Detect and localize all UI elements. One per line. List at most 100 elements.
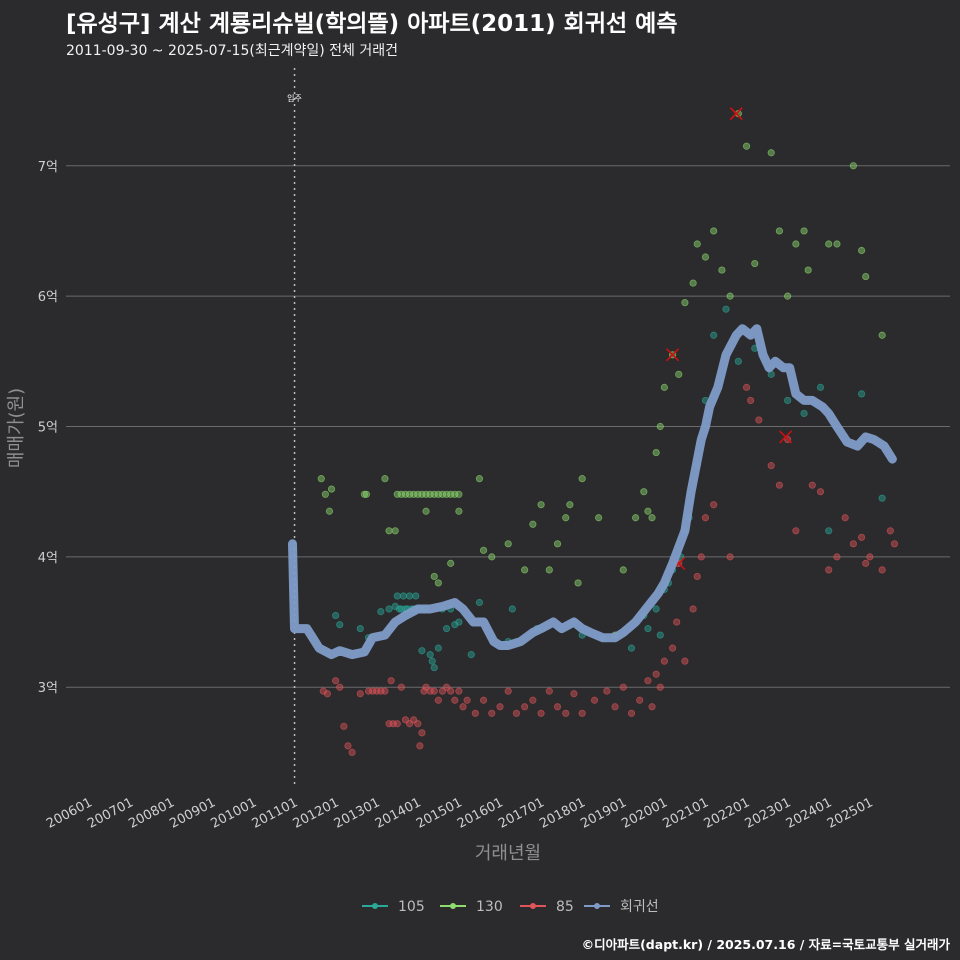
point-130 xyxy=(362,490,371,498)
point-130 xyxy=(701,253,710,261)
point-85 xyxy=(336,683,344,691)
legend-swatch-dot xyxy=(530,903,536,909)
point-130 xyxy=(475,475,484,483)
point-85 xyxy=(673,618,681,626)
point-130 xyxy=(578,475,586,483)
point-85 xyxy=(644,677,652,685)
point-85 xyxy=(825,566,833,574)
point-85 xyxy=(726,553,734,561)
x-tick-label: 202001 xyxy=(619,795,670,832)
point-85 xyxy=(447,687,455,695)
point-130 xyxy=(327,485,336,493)
point-85 xyxy=(668,644,677,652)
x-tick-label: 202101 xyxy=(660,795,711,832)
point-105 xyxy=(656,631,664,639)
point-105 xyxy=(393,592,401,600)
point-105 xyxy=(800,409,808,418)
point-85 xyxy=(890,540,899,548)
point-105 xyxy=(356,624,364,633)
point-85 xyxy=(681,657,689,665)
legend-swatch-dot xyxy=(372,903,378,909)
point-105 xyxy=(418,647,426,655)
point-85 xyxy=(387,677,395,685)
point-130 xyxy=(321,490,329,498)
point-85 xyxy=(866,553,874,561)
point-130 xyxy=(652,448,660,457)
y-tick-label: 4억 xyxy=(38,551,58,566)
point-85 xyxy=(775,481,784,489)
point-105 xyxy=(391,602,399,611)
cancelled-marker xyxy=(779,430,793,444)
chart-title: [유성구] 계산 계룡리슈빌(학의뜰) 아파트(2011) 회귀선 예측 xyxy=(66,11,678,37)
point-105 xyxy=(508,605,516,613)
point-130 xyxy=(422,507,430,515)
point-85 xyxy=(553,703,562,711)
point-105 xyxy=(336,621,344,629)
point-130 xyxy=(648,514,656,522)
chart-subtitle: 2011-09-30 ~ 2025-07-15(최근계약일) 전체 거래건 xyxy=(66,43,398,59)
point-85 xyxy=(344,742,352,750)
point-130 xyxy=(857,246,866,255)
point-85 xyxy=(504,687,512,695)
point-85 xyxy=(496,703,504,711)
point-105 xyxy=(784,396,792,405)
x-tick-label: 200601 xyxy=(44,795,95,832)
x-tick-label: 202201 xyxy=(702,795,753,832)
point-85 xyxy=(886,527,894,535)
move-in-label: 입주 xyxy=(287,94,302,103)
point-130 xyxy=(825,240,833,248)
point-130 xyxy=(595,514,603,522)
point-130 xyxy=(878,331,886,339)
y-tick-label: 5억 xyxy=(38,421,58,436)
point-130 xyxy=(385,527,393,535)
x-tick-label: 201001 xyxy=(208,795,259,832)
point-130 xyxy=(317,475,325,483)
point-85 xyxy=(636,696,644,704)
point-105 xyxy=(428,657,436,665)
point-85 xyxy=(463,696,471,704)
point-105 xyxy=(430,664,438,672)
point-130 xyxy=(693,240,701,248)
point-85 xyxy=(619,683,627,691)
point-105 xyxy=(878,494,886,502)
point-85 xyxy=(319,687,327,695)
point-130 xyxy=(455,507,463,515)
point-85 xyxy=(414,720,422,728)
point-105 xyxy=(857,390,866,398)
point-130 xyxy=(800,227,808,235)
point-85 xyxy=(356,690,364,698)
point-85 xyxy=(767,462,775,470)
point-105 xyxy=(412,592,420,600)
point-130 xyxy=(675,370,683,378)
x-tick-label: 201801 xyxy=(537,795,588,832)
point-85 xyxy=(570,690,578,698)
x-tick-label: 202401 xyxy=(784,795,835,832)
point-85 xyxy=(340,722,348,730)
point-130 xyxy=(545,566,553,574)
point-85 xyxy=(521,703,529,711)
point-130 xyxy=(619,566,627,574)
x-tick-label: 201201 xyxy=(291,795,342,832)
point-130 xyxy=(718,266,726,274)
point-85 xyxy=(656,683,664,691)
legend-swatch-dot xyxy=(594,903,600,909)
point-85 xyxy=(689,605,697,613)
point-85 xyxy=(434,696,442,704)
point-85 xyxy=(488,709,496,717)
point-130 xyxy=(562,514,570,522)
point-130 xyxy=(325,507,334,515)
point-85 xyxy=(348,748,356,757)
x-tick-label: 201301 xyxy=(332,795,383,832)
point-85 xyxy=(792,527,800,535)
point-130 xyxy=(455,490,463,498)
point-85 xyxy=(747,396,755,405)
x-tick-label: 200901 xyxy=(167,795,218,832)
x-tick-label: 202501 xyxy=(825,795,876,832)
point-130 xyxy=(430,572,438,581)
series-85-points xyxy=(319,383,899,757)
point-105 xyxy=(385,605,393,613)
point-130 xyxy=(504,540,512,548)
point-130 xyxy=(566,501,574,509)
legend-item-130: 130 xyxy=(440,899,503,915)
legend-label: 130 xyxy=(476,899,503,915)
